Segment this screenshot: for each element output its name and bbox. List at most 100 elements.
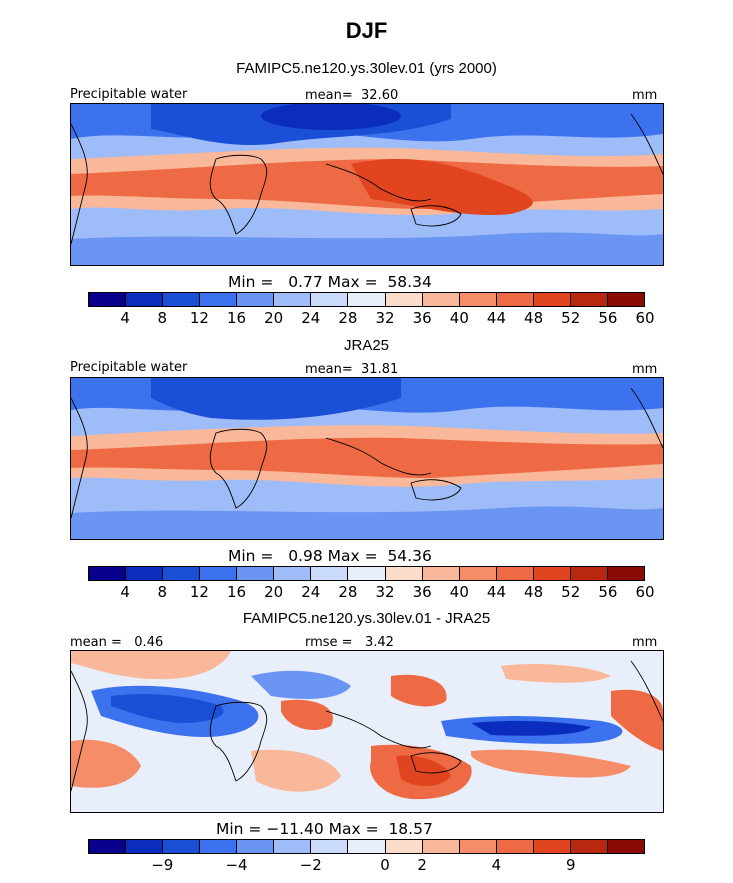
colorbar-tick-label: 16: [226, 583, 247, 601]
colorbar-box: [237, 840, 275, 853]
colorbar-tick-label: 48: [524, 583, 544, 601]
panel2-minmax-label: Min = 0.98 Max = 54.36: [228, 547, 432, 565]
colorbar-box: [459, 567, 497, 580]
colorbar-tick-label: 24: [301, 309, 321, 327]
colorbar-tick-label: 4: [120, 309, 130, 327]
colorbar-tick-label: 20: [264, 309, 284, 327]
panel2-colorbar-ticks: 4 8 12 16 20 24 28 32 36 40 44 48 52 56 60: [88, 583, 654, 601]
colorbar-tick-label: 28: [338, 309, 358, 327]
colorbar-box: [533, 840, 571, 853]
colorbar-box: [348, 293, 386, 306]
colorbar-tick-label: 12: [189, 583, 209, 601]
colorbar-box: [422, 840, 460, 853]
colorbar-box: [570, 293, 608, 306]
colorbar-box: [533, 293, 571, 306]
panel3-rmse-label: rmse = 3.42: [305, 635, 394, 650]
colorbar-box: [200, 293, 238, 306]
colorbar-box: [459, 293, 497, 306]
colorbar-box: [607, 293, 644, 306]
panel2-subtitle: JRA25: [343, 337, 390, 354]
colorbar-tick-label: 12: [189, 309, 209, 327]
panel2-map: [70, 377, 664, 540]
panel2-variable-label: Precipitable water: [70, 360, 188, 375]
colorbar-box: [533, 567, 571, 580]
colorbar-tick-label: 20: [264, 583, 284, 601]
colorbar-box: [200, 840, 238, 853]
colorbar-tick-label: 36: [412, 309, 432, 327]
colorbar-box: [385, 840, 423, 853]
panel3-mean-label: mean = 0.46: [70, 635, 164, 650]
colorbar-box: [311, 840, 349, 853]
colorbar-tick-label: 16: [226, 309, 247, 327]
colorbar-box: [237, 293, 275, 306]
colorbar-tick-label: 4: [120, 583, 130, 601]
colorbar-tick-label: −2: [299, 856, 322, 874]
colorbar-tick-label: 36: [412, 583, 432, 601]
panel1-units-label: mm: [632, 88, 658, 103]
panel3-colorbar: [88, 839, 645, 854]
colorbar-tick-label: 8: [157, 309, 168, 327]
panel3-map: [70, 650, 664, 813]
colorbar-tick-label: 52: [561, 583, 581, 601]
colorbar-tick-label: 40: [449, 583, 469, 601]
panel2-colorbar: [88, 566, 645, 581]
colorbar-tick-label: 60: [635, 309, 655, 327]
panel3-units-label: mm: [632, 635, 658, 650]
colorbar-tick-label: 32: [375, 583, 395, 601]
panel3-subtitle: FAMIPC5.ne120.ys.30lev.01 - JRA25: [242, 610, 491, 627]
colorbar-box: [607, 567, 644, 580]
colorbar-box: [126, 567, 164, 580]
colorbar-box: [163, 567, 201, 580]
colorbar-tick-label: −4: [225, 856, 248, 874]
colorbar-tick-label: 40: [449, 309, 469, 327]
panel3-colorbar-ticks: −9 −4 −2 0 2 4 9: [88, 856, 645, 874]
colorbar-box: [496, 567, 534, 580]
panel1-colorbar-ticks: 4 8 12 16 20 24 28 32 36 40 44 48 52 56 60: [88, 309, 654, 327]
colorbar-box: [89, 293, 127, 306]
colorbar-box: [496, 840, 534, 853]
colorbar-tick-label: 24: [301, 583, 321, 601]
colorbar-tick-label: 2: [417, 856, 427, 874]
panel3-minmax-label: Min = −11.40 Max = 18.57: [216, 820, 433, 838]
panel1-subtitle: FAMIPC5.ne120.ys.30lev.01 (yrs 2000): [236, 60, 497, 77]
colorbar-tick-label: 28: [338, 583, 358, 601]
panel1-variable-label: Precipitable water: [70, 87, 188, 102]
colorbar-box: [459, 840, 497, 853]
panel1-map: [70, 103, 664, 266]
colorbar-tick-label: 9: [565, 856, 576, 874]
colorbar-box: [311, 567, 349, 580]
colorbar-box: [496, 293, 534, 306]
colorbar-box: [274, 567, 312, 580]
colorbar-box: [237, 567, 275, 580]
colorbar-box: [385, 567, 423, 580]
panel1-colorbar: [88, 292, 645, 307]
colorbar-tick-label: 48: [524, 309, 544, 327]
panel2-units-label: mm: [632, 362, 658, 377]
colorbar-box: [274, 293, 312, 306]
colorbar-tick-label: 4: [491, 856, 502, 874]
colorbar-box: [385, 293, 423, 306]
colorbar-box: [126, 840, 164, 853]
figure-title: DJF: [345, 18, 388, 43]
colorbar-tick-label: −9: [151, 856, 174, 874]
colorbar-box: [570, 567, 608, 580]
colorbar-tick-label: 56: [598, 583, 618, 601]
colorbar-tick-label: 8: [157, 583, 168, 601]
colorbar-box: [570, 840, 608, 853]
colorbar-tick-label: 0: [380, 856, 390, 874]
colorbar-box: [163, 293, 201, 306]
colorbar-box: [422, 567, 460, 580]
colorbar-box: [607, 840, 644, 853]
panel1-mean-label: mean= 32.60: [305, 88, 399, 103]
panel1-minmax-label: Min = 0.77 Max = 58.34: [228, 273, 432, 291]
colorbar-box: [89, 567, 127, 580]
colorbar-box: [126, 293, 164, 306]
colorbar-tick-label: 44: [486, 583, 506, 601]
colorbar-tick-label: 44: [486, 309, 506, 327]
colorbar-tick-label: 56: [598, 309, 618, 327]
colorbar-box: [163, 840, 201, 853]
colorbar-tick-label: 60: [635, 583, 655, 601]
colorbar-tick-label: 32: [375, 309, 395, 327]
colorbar-box: [348, 840, 386, 853]
colorbar-box: [89, 840, 127, 853]
